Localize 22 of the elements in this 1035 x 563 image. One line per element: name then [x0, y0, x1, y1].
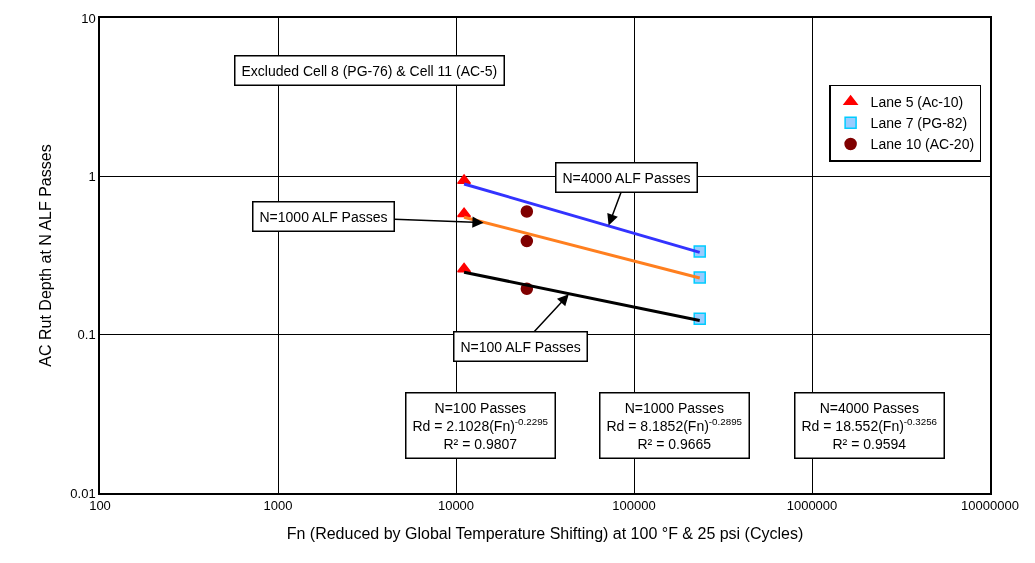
y-tick-label: 0.01 — [70, 485, 96, 501]
x-axis-title: Fn (Reduced by Global Temperature Shifting) at 100 °F & 25 psi (Cycles) — [286, 524, 804, 542]
y-tick-label: 10 — [81, 10, 96, 26]
x-tick-label: 1000 — [263, 498, 293, 514]
y-tick-label: 0.1 — [77, 327, 96, 343]
x-tick-label: 10000 — [437, 498, 475, 514]
legend-label: Lane 5 (Ac-10) — [870, 94, 964, 111]
x-tick-label: 100000 — [612, 498, 656, 514]
annotation: Excluded Cell 8 (PG-76) & Cell 11 (AC-5) — [241, 62, 498, 79]
annotation: N=4000 Passes Rd = 18.552(Fn)$^{-0.3256}$ R² = 0.9594 — [801, 399, 938, 452]
annotation: N=100 ALF Passes — [460, 338, 581, 355]
annotation: N=1000 ALF Passes — [259, 208, 388, 225]
legend-label: Lane 10 (AC-20) — [870, 136, 975, 153]
x-tick-label: 100 — [89, 498, 111, 514]
annotation: N=4000 ALF Passes — [562, 169, 691, 186]
y-tick-label: 1 — [88, 168, 96, 184]
y-axis-title: AC Rut Depth at N ALF Passes — [36, 144, 54, 367]
annotation: N=100 Passes Rd = 2.1028(Fn)$^{-0.2295}$ R² = 0.9807 — [412, 399, 549, 452]
x-tick-label: 10000000 — [961, 498, 1019, 514]
legend-label: Lane 7 (PG-82) — [870, 115, 968, 132]
annotation: N=1000 Passes Rd = 8.1852(Fn)$^{-0.2895}$ R² = 0.9665 — [606, 399, 743, 452]
x-tick-label: 1000000 — [786, 498, 838, 514]
